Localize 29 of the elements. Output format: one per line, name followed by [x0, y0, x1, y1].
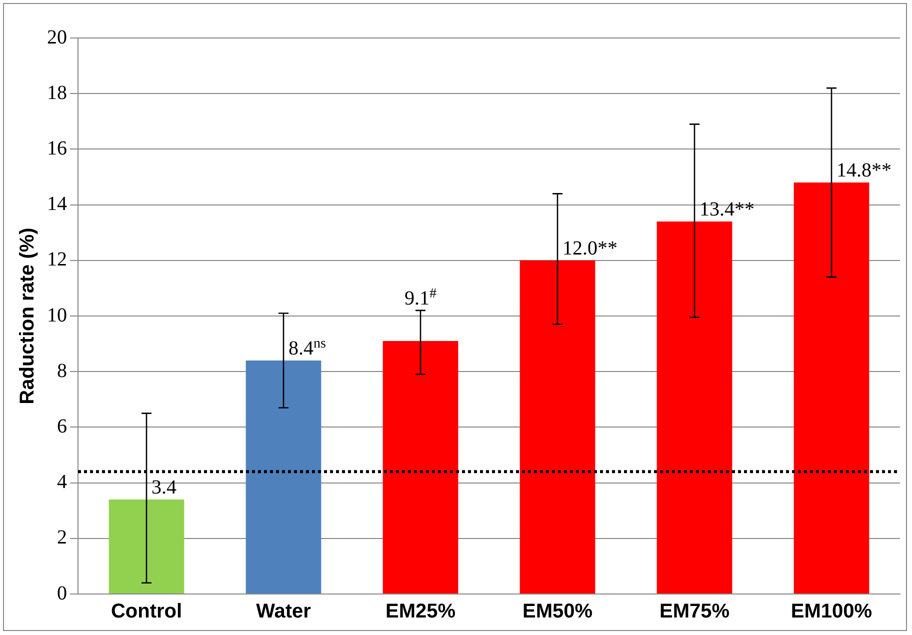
bar [656, 221, 732, 594]
x-tick-label: EM100% [790, 600, 872, 623]
y-tick-label: 20 [47, 26, 67, 48]
y-tick-label: 18 [47, 82, 67, 104]
y-tick-label: 6 [57, 415, 67, 438]
data-label: 14.8** [836, 160, 892, 182]
bar [246, 360, 322, 594]
data-label: 9.1# [404, 286, 436, 310]
y-tick-label: 8 [57, 360, 67, 382]
y-tick-label: 2 [57, 526, 67, 549]
x-tick-label: EM50% [522, 600, 593, 623]
bar [382, 341, 458, 594]
y-tick-label: 4 [57, 471, 67, 494]
x-tick-label: EM25% [385, 600, 456, 623]
x-tick-label: Water [256, 600, 312, 623]
bar [520, 260, 596, 594]
data-label: 12.0** [562, 237, 618, 260]
data-label: 13.4** [700, 198, 754, 220]
y-tick-label: 0 [57, 582, 67, 604]
data-label: 3.4 [152, 476, 176, 498]
y-tick-label: 16 [47, 137, 67, 160]
y-tick-label: 14 [47, 193, 67, 216]
bar [108, 499, 184, 594]
bar [794, 182, 870, 594]
x-tick-label: Control [110, 600, 182, 623]
y-tick-label: 12 [47, 248, 67, 271]
y-axis-title: Raduction rate (%) [16, 228, 39, 404]
y-tick-label: 10 [47, 304, 67, 326]
x-tick-label: EM75% [659, 600, 730, 623]
